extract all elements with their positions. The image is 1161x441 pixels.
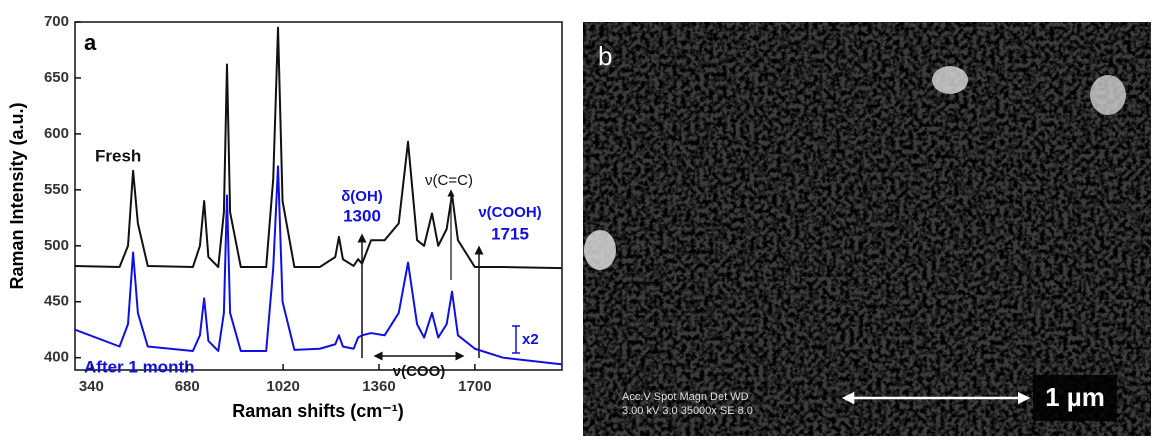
particle [1090,75,1126,115]
x-axis-title: Raman shifts (cm⁻¹) [232,401,404,421]
annotation: ν(COOH) [478,204,541,221]
annotation: 1300 [343,206,381,225]
raman-chart: a Raman shifts (cm⁻¹) Raman Intensity (a… [7,13,563,421]
annotation: δ(OH) [341,188,383,205]
scale-label: 1 µm [1045,382,1105,412]
y-tick-label: 650 [44,69,69,86]
panel-label: a [84,30,97,55]
y-tick-label: 550 [44,181,69,198]
series-label: Fresh [95,146,141,165]
panel-label: b [598,41,612,71]
y-tick-label: 600 [44,125,69,142]
annotation: ν(C=C) [425,172,473,189]
sem-info: 3.00 kV 3.0 35000x SE 8.0 [622,405,753,417]
y-tick-label: 700 [44,13,69,30]
particle [932,66,968,94]
y-tick-label: 400 [44,349,69,366]
scale-bracket [512,325,520,354]
series-line [74,165,563,366]
x-tick-label: 340 [79,378,104,395]
sem-texture [583,22,1151,436]
y-axis-title: Raman Intensity (a.u.) [7,102,27,289]
annotation: ν(COO) [393,363,446,380]
x-tick-label: 1700 [458,378,491,395]
sem-info: Acc.V Spot Magn Det WD [622,391,749,403]
plot-frame [74,21,563,371]
series-label: After 1 month [84,357,195,376]
y-tick-label: 500 [44,237,69,254]
annotation: 1715 [491,224,529,243]
particle [584,230,616,270]
x-tick-label: 1360 [362,378,395,395]
x-tick-label: 680 [175,378,200,395]
scale-label-box [1033,375,1117,421]
y-tick-label: 450 [44,293,69,310]
sem-panel: b Acc.V Spot Magn Det WD 3.00 kV 3.0 350… [583,22,1151,436]
series-line [74,26,563,270]
x-tick-label: 1020 [266,378,299,395]
annotation: x2 [522,331,539,348]
